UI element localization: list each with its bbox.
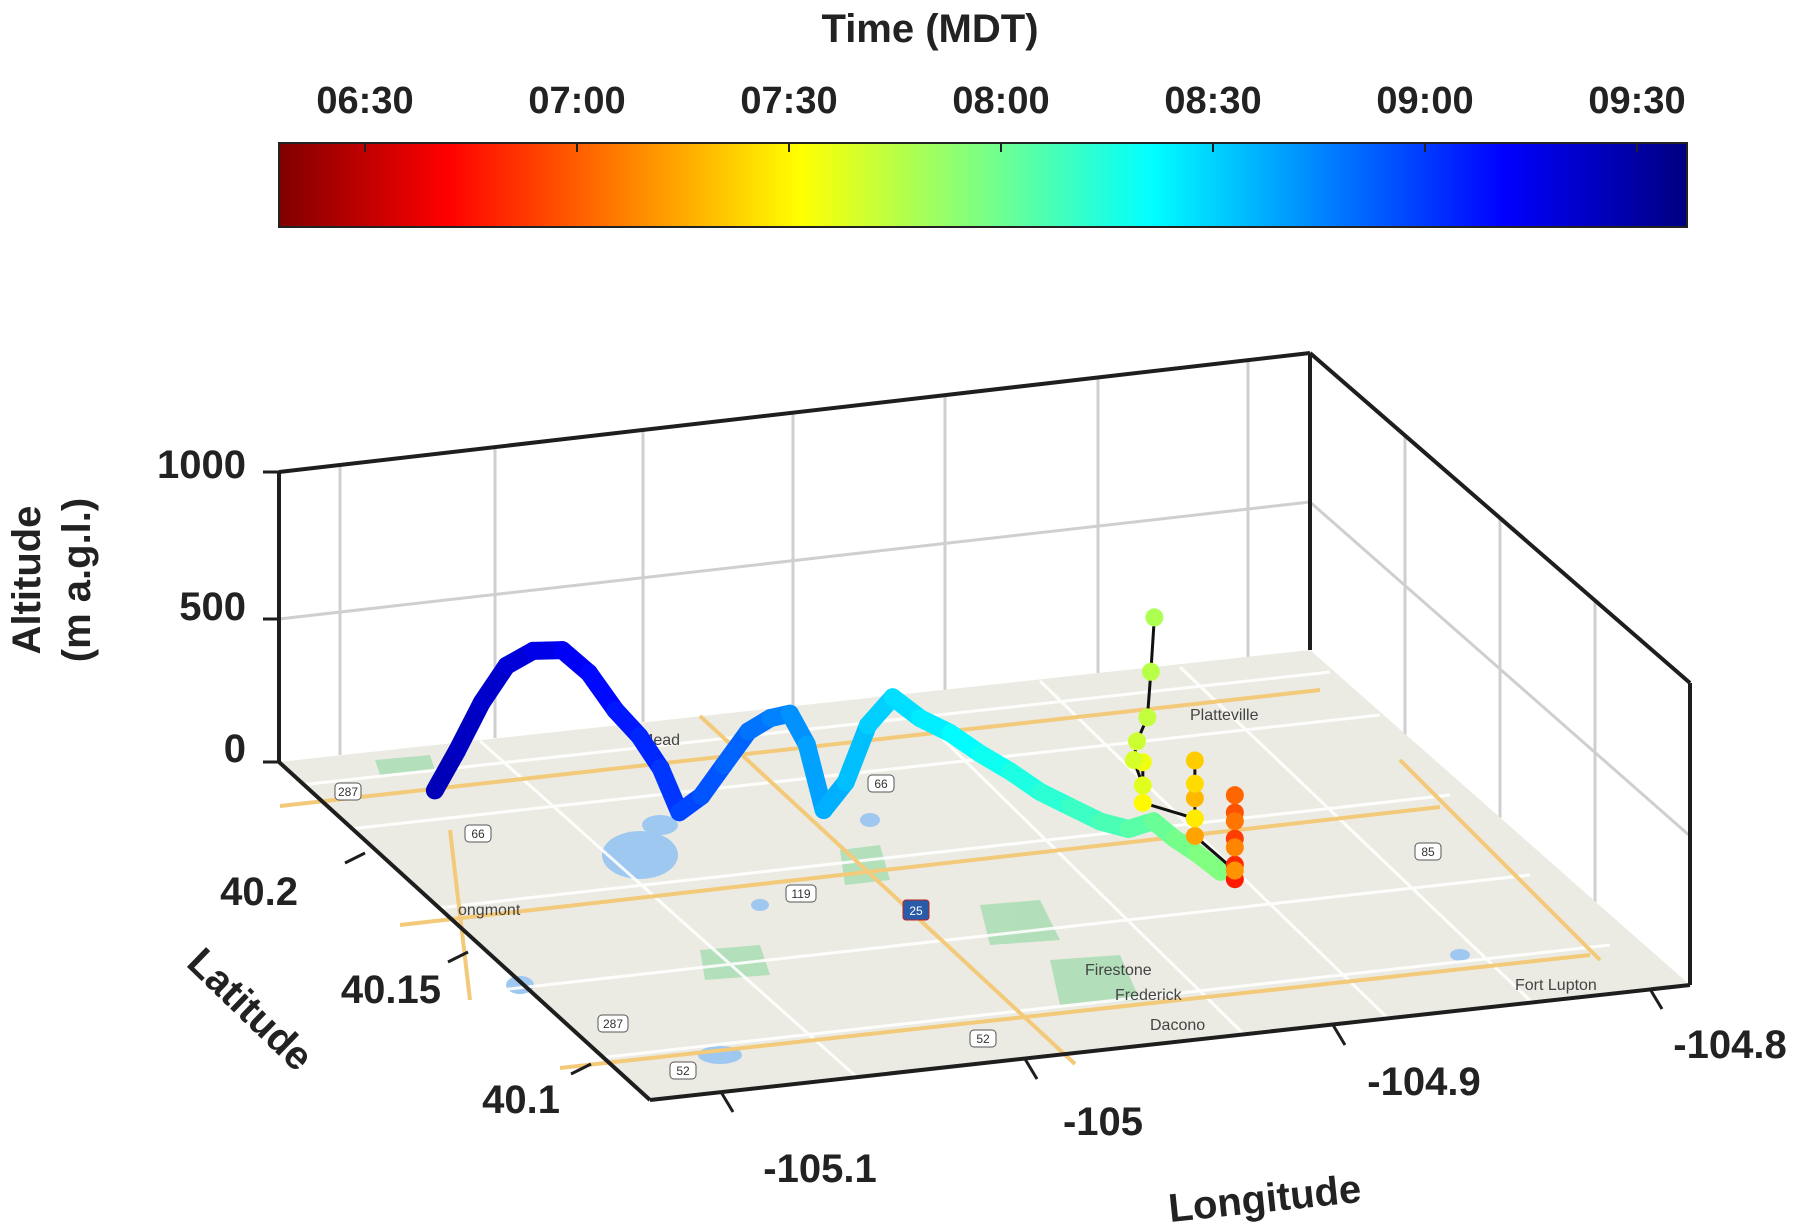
z-axis: 0 500 1000 Altitude (m a.g.l.) <box>5 443 279 771</box>
data-point <box>1225 786 1244 805</box>
data-point <box>1185 789 1204 808</box>
place-label: Dacono <box>1150 1017 1205 1034</box>
x-tick-label: -105 <box>1063 1100 1143 1144</box>
road-shield: 66 <box>867 774 895 793</box>
svg-text:52: 52 <box>676 1064 690 1078</box>
colorbar-tick-label: 07:30 <box>740 80 837 122</box>
road-shield: 119 <box>785 884 817 903</box>
colorbar-tick-label: 07:00 <box>528 80 625 122</box>
place-label: Fort Lupton <box>1515 977 1597 994</box>
data-point <box>1141 662 1160 681</box>
data-point <box>1127 732 1146 751</box>
svg-text:119: 119 <box>791 887 810 901</box>
track-segment <box>1188 844 1230 881</box>
x-tick-label: -104.8 <box>1673 1023 1786 1067</box>
x-tick-label: -104.9 <box>1367 1060 1480 1104</box>
place-label: Platteville <box>1190 707 1259 724</box>
svg-text:287: 287 <box>338 785 358 799</box>
place-label: ongmont <box>458 902 521 919</box>
svg-text:25: 25 <box>909 904 923 918</box>
data-point <box>1133 776 1152 795</box>
road-shield: 52 <box>969 1029 997 1048</box>
x-axis-title: Longitude <box>1166 1167 1363 1224</box>
road-shield: 287 <box>597 1014 629 1033</box>
colorbar-tick-label: 09:30 <box>1588 80 1685 122</box>
colorbar-tick-label: 08:00 <box>952 80 1049 122</box>
data-point <box>1225 861 1244 880</box>
y-tick-label: 40.1 <box>482 1078 560 1122</box>
svg-text:85: 85 <box>1421 845 1435 859</box>
road-shield: 66 <box>464 824 492 843</box>
z-axis-title: (m a.g.l.) <box>55 498 99 662</box>
y-axis-title: Latitude <box>179 940 321 1080</box>
svg-text:66: 66 <box>471 827 485 841</box>
colorbar-tick-labels: 06:30 07:00 07:30 08:00 08:30 09:00 09:3… <box>316 80 1685 122</box>
colorbar-title: Time (MDT) <box>821 7 1038 51</box>
data-point <box>1124 751 1143 770</box>
axes-box <box>277 351 1692 1102</box>
z-tick-label: 0 <box>224 727 246 771</box>
colorbar-tick-label: 06:30 <box>316 80 413 122</box>
colorbar <box>278 142 1688 228</box>
data-point <box>1185 826 1204 845</box>
road-shield: 85 <box>1414 842 1442 861</box>
data-point <box>1133 793 1152 812</box>
track-segment <box>447 693 491 760</box>
data-point <box>1185 809 1204 828</box>
data-point <box>1185 751 1204 770</box>
data-point <box>1225 812 1244 831</box>
road-shield: 25 <box>902 899 930 921</box>
svg-text:52: 52 <box>976 1032 990 1046</box>
data-point <box>1185 774 1204 793</box>
z-tick-label: 500 <box>179 585 246 629</box>
colorbar-ticks <box>364 143 1638 152</box>
place-label: Frederick <box>1115 987 1183 1004</box>
y-tick-label: 40.15 <box>341 968 441 1012</box>
place-label: Firestone <box>1085 962 1152 979</box>
x-tick-label: -105.1 <box>763 1147 876 1191</box>
colorbar-tick-label: 08:30 <box>1164 80 1261 122</box>
basemap: Mead Platteville ongmont Firestone Frede… <box>279 650 1690 1100</box>
road-shield: 52 <box>669 1061 697 1080</box>
z-tick-label: 1000 <box>157 443 246 487</box>
svg-text:66: 66 <box>874 777 888 791</box>
z-axis-title: Altitude <box>5 506 49 655</box>
data-point <box>1145 608 1164 627</box>
colorbar-tick-label: 09:00 <box>1376 80 1473 122</box>
road-shield: 287 <box>334 782 362 801</box>
data-point <box>1138 708 1157 727</box>
svg-text:287: 287 <box>603 1017 623 1031</box>
y-tick-label: 40.2 <box>220 870 298 914</box>
data-point <box>1225 838 1244 857</box>
track-segment <box>836 716 877 792</box>
track-layer <box>425 608 1244 889</box>
